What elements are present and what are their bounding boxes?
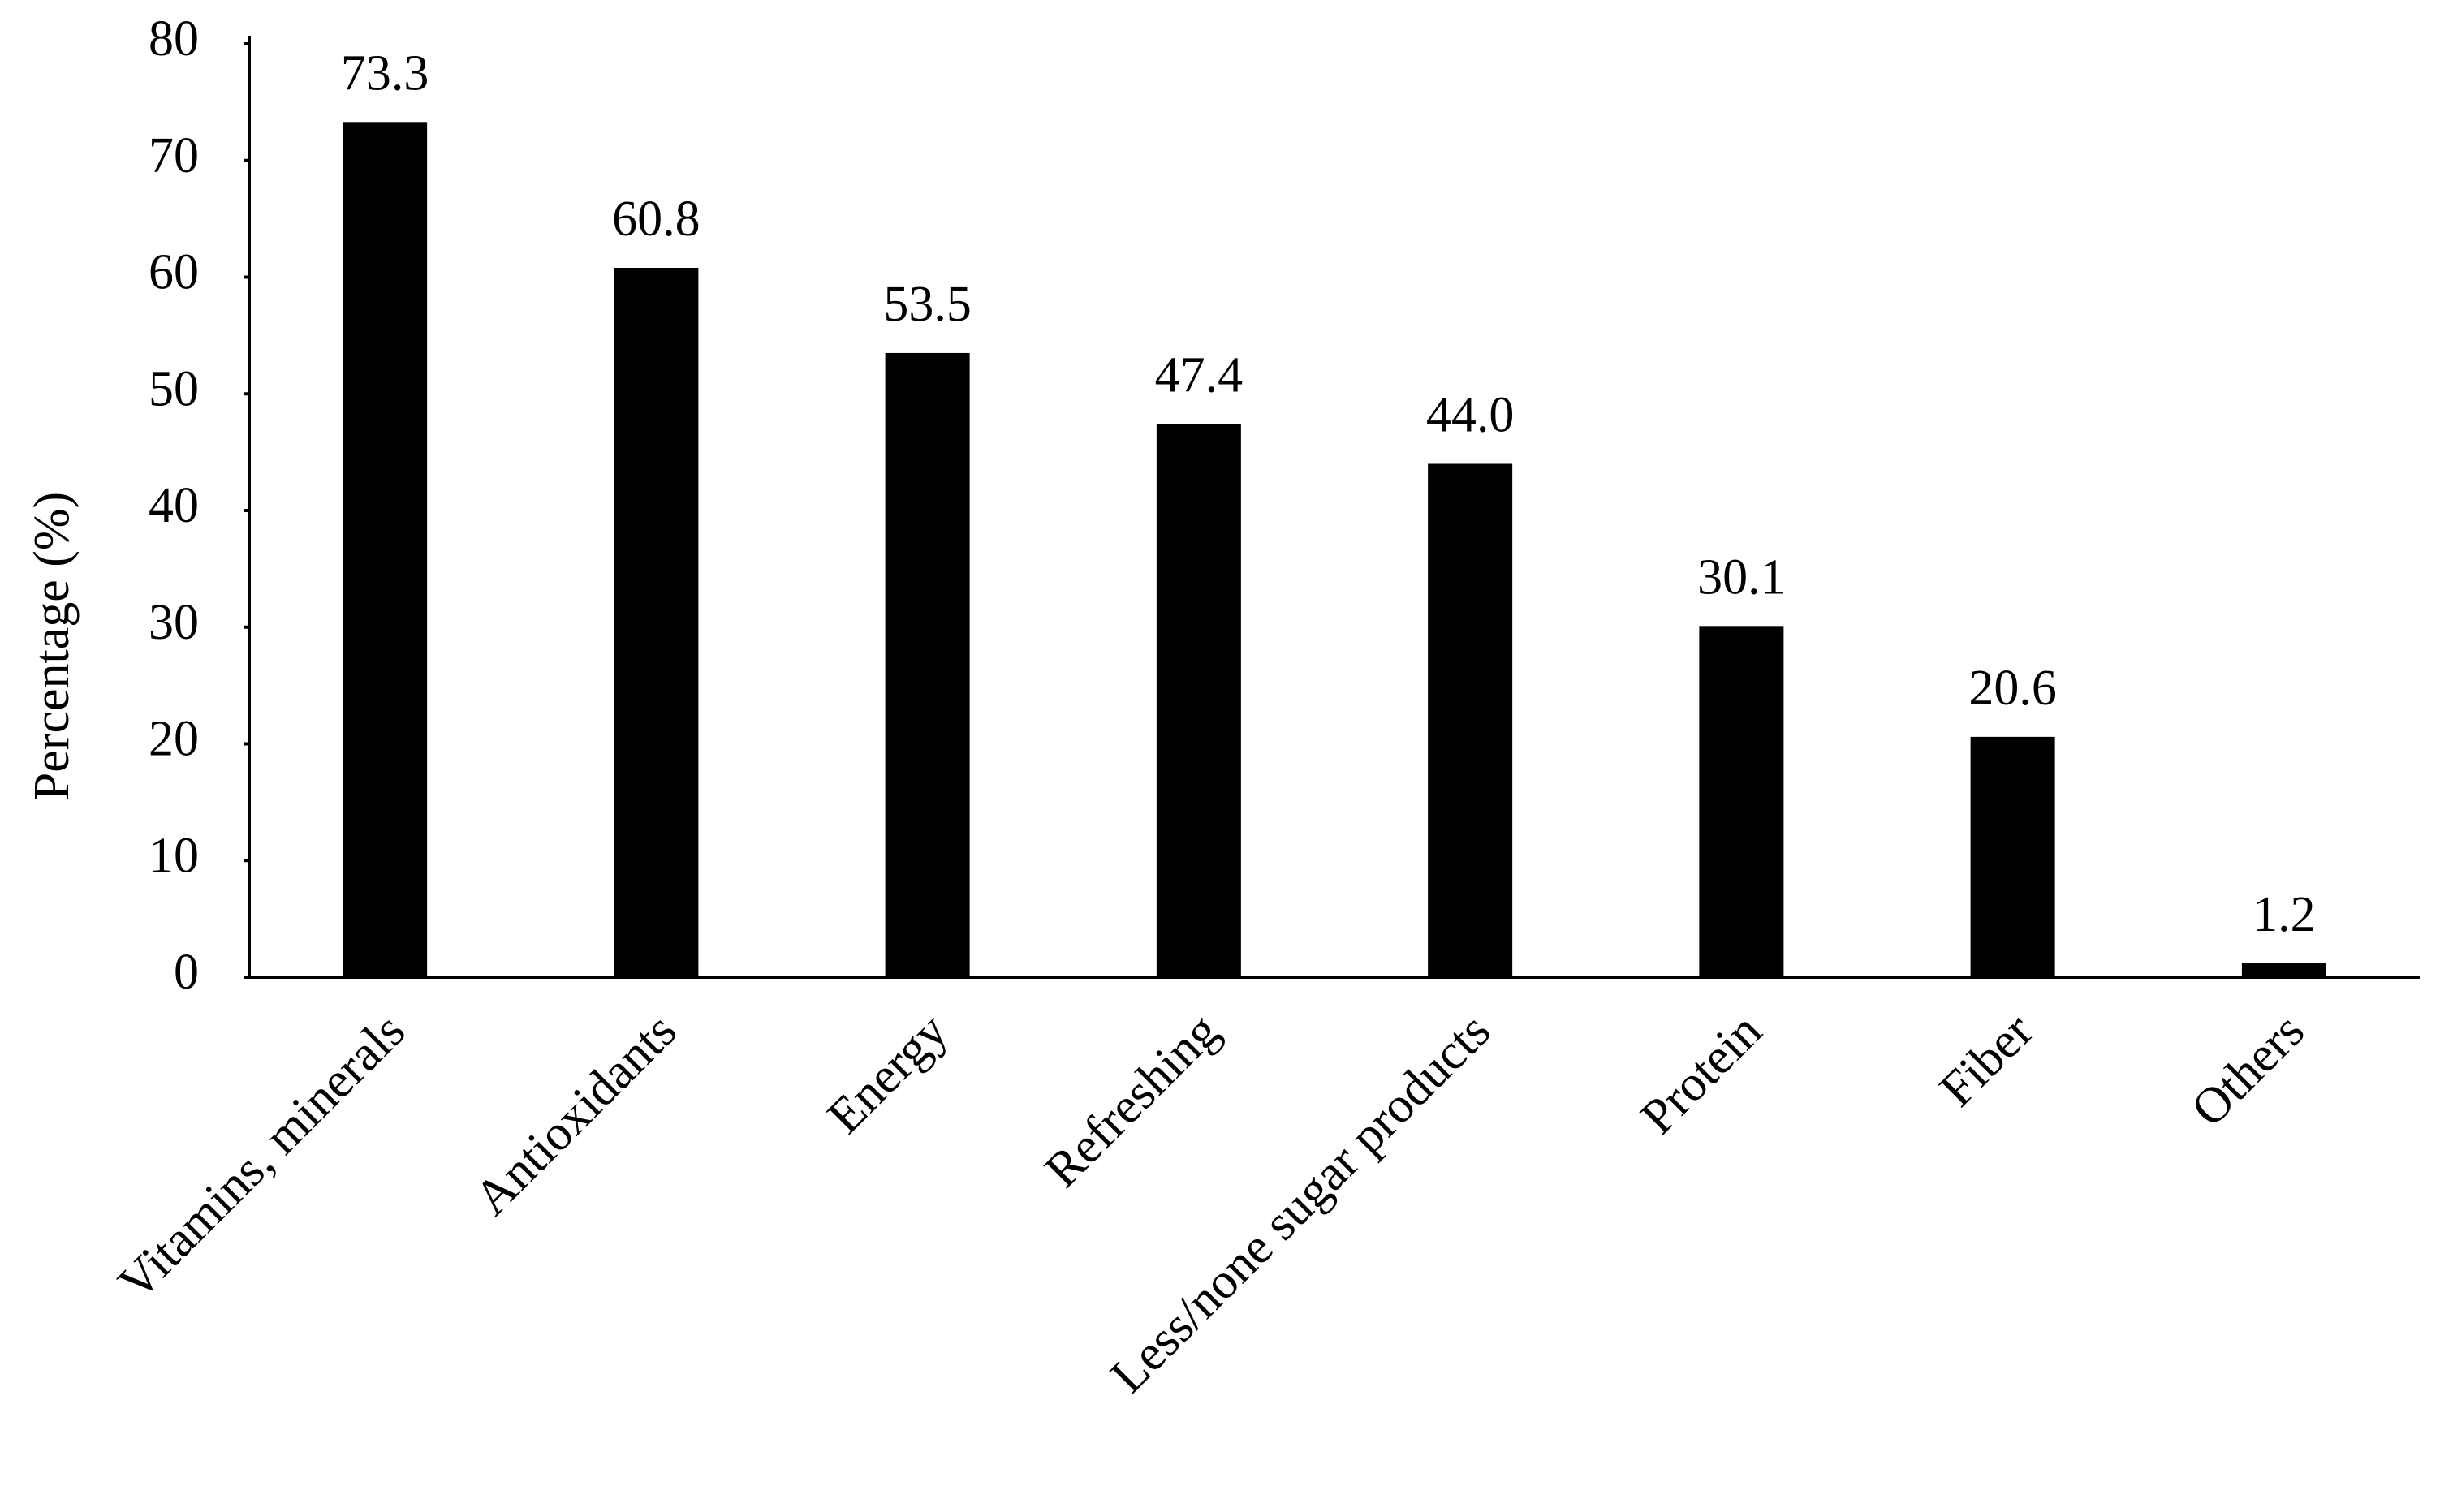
- bar: [1699, 626, 1784, 977]
- value-label: 1.2: [2252, 887, 2316, 942]
- y-tick-label: 20: [149, 712, 199, 767]
- y-tick-label: 50: [149, 361, 199, 416]
- value-label: 60.8: [612, 192, 701, 247]
- y-tick-label: 30: [149, 595, 199, 650]
- bar: [1970, 736, 2055, 977]
- x-tick-label: Protein: [1631, 1003, 1773, 1145]
- y-tick-label: 70: [149, 128, 199, 183]
- x-tick-label: Others: [2181, 1003, 2315, 1137]
- value-label: 44.0: [1426, 388, 1515, 443]
- x-tick-label: Antioxidants: [464, 1003, 688, 1226]
- bar: [2241, 963, 2326, 977]
- value-label: 73.3: [341, 45, 429, 101]
- bar: [1156, 424, 1241, 977]
- bar: [885, 352, 970, 977]
- y-tick-label: 40: [149, 478, 199, 533]
- y-tick-label: 60: [149, 245, 199, 300]
- y-tick-label: 0: [174, 945, 199, 1000]
- x-tick-label: Energy: [817, 1003, 959, 1144]
- bar: [1428, 463, 1513, 977]
- value-label: 20.6: [1968, 661, 2057, 716]
- y-tick-label: 10: [149, 828, 199, 883]
- y-axis-label: Percentage (%): [24, 492, 80, 800]
- value-label: 47.4: [1155, 348, 1244, 403]
- bar: [614, 268, 699, 977]
- bar: [343, 122, 428, 977]
- value-label: 30.1: [1697, 549, 1786, 605]
- y-tick-label: 80: [149, 11, 199, 67]
- x-tick-label: Refreshing: [1034, 1003, 1229, 1198]
- x-tick-label: Fiber: [1929, 1003, 2044, 1118]
- value-label: 53.5: [883, 277, 972, 332]
- x-tick-label: Vitamins, minerals: [108, 1003, 416, 1311]
